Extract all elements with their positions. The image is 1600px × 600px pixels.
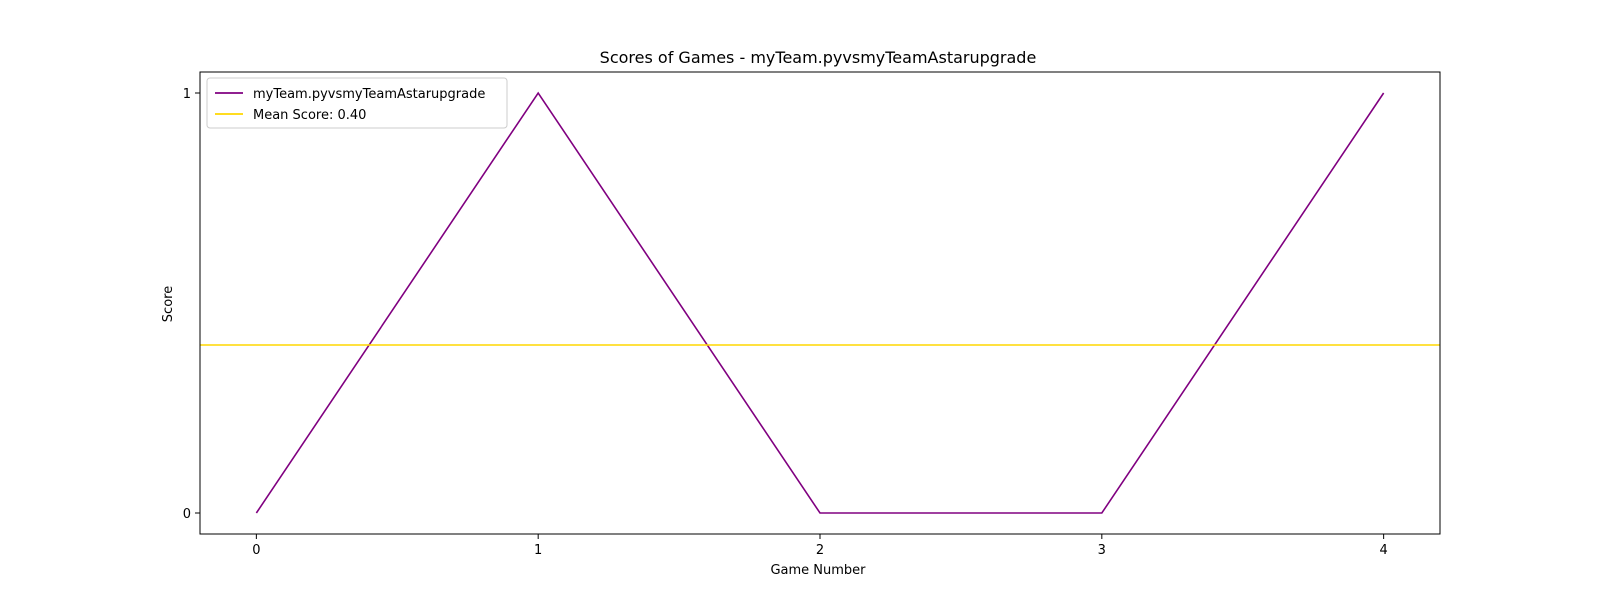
x-axis-label: Game Number [770,563,866,578]
x-tick-label: 3 [1098,543,1106,558]
x-tick-label: 0 [252,543,260,558]
y-tick-label: 0 [183,507,191,522]
chart-title: Scores of Games - myTeam.pyvsmyTeamAstar… [600,48,1037,67]
y-axis-label: Score [161,286,176,322]
legend: myTeam.pyvsmyTeamAstarupgrade Mean Score:… [206,77,508,129]
legend-label: Mean Score: 0.40 [253,108,366,123]
y-tick-label: 1 [183,87,191,102]
plot-area: 0 1 2 3 4 0 1 [183,71,1441,558]
x-tick-label: 2 [816,543,824,558]
axes-frame [199,71,1441,535]
x-tick-label: 4 [1379,543,1387,558]
legend-label: myTeam.pyvsmyTeamAstarupgrade [253,87,485,102]
x-tick-label: 1 [534,543,542,558]
legend-box [206,77,508,129]
series-line-0 [255,91,1385,514]
